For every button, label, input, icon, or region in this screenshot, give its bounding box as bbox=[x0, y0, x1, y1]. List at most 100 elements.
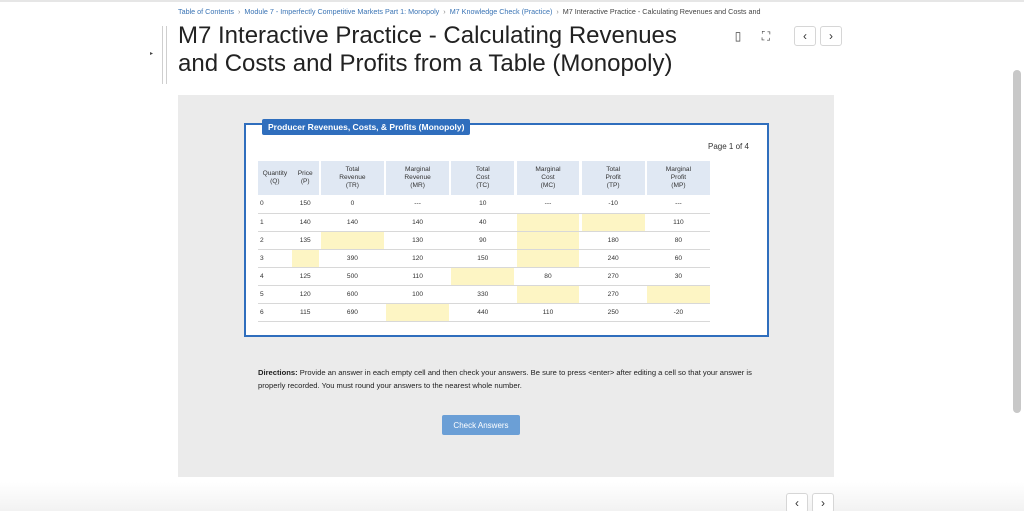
cell-total-revenue: 600 bbox=[320, 285, 384, 304]
breadcrumb-separator: › bbox=[556, 7, 559, 16]
cell-total-cost: 150 bbox=[451, 249, 515, 268]
breadcrumb-link-module-7[interactable]: Module 7 - Imperfectly Competitive Marke… bbox=[244, 7, 440, 16]
cell-total-revenue: 390 bbox=[320, 249, 384, 268]
table-body: 0 150 0 --- 10 --- -10 --- 1 140 140 140 40 110 2 135 13… bbox=[258, 195, 710, 322]
cell-marginal-cost: 80 bbox=[516, 267, 580, 286]
cell-total-revenue: 690 bbox=[320, 303, 384, 322]
breadcrumb: Table of Contents › Module 7 - Imperfectly… bbox=[178, 7, 838, 16]
cell-total-profit: 240 bbox=[581, 249, 645, 268]
cell-total-cost: 40 bbox=[451, 213, 515, 232]
page-scrollbar[interactable] bbox=[1013, 70, 1021, 413]
cell-marginal-cost: 110 bbox=[516, 303, 580, 322]
cell-marginal-revenue: 130 bbox=[386, 231, 450, 250]
table-row: 3 390 120 150 240 60 bbox=[258, 249, 710, 268]
input-cell-marginal-cost[interactable] bbox=[516, 231, 580, 250]
table-row: 6 115 690 440 110 250 -20 bbox=[258, 303, 710, 322]
breadcrumb-separator: › bbox=[237, 7, 241, 16]
cell-total-cost: 10 bbox=[451, 195, 515, 214]
cell-marginal-profit: -20 bbox=[646, 303, 710, 322]
bottom-next-button[interactable]: › bbox=[812, 493, 834, 511]
bookmark-icon[interactable]: ▯ bbox=[734, 29, 742, 43]
cell-quantity: 0 bbox=[258, 195, 292, 214]
column-header-quantity: Quantity (Q) bbox=[258, 161, 292, 195]
bottom-bar bbox=[0, 482, 1024, 511]
cell-price: 115 bbox=[291, 303, 319, 322]
cell-price: 120 bbox=[291, 285, 319, 304]
cell-marginal-revenue: 140 bbox=[386, 213, 450, 232]
table-row: 0 150 0 --- 10 --- -10 --- bbox=[258, 195, 710, 214]
input-cell-marginal-revenue[interactable] bbox=[386, 303, 450, 322]
page-title: M7 Interactive Practice - Calculating Re… bbox=[178, 22, 677, 77]
cell-total-profit: 180 bbox=[581, 231, 645, 250]
cell-price: 135 bbox=[291, 231, 319, 250]
column-header-total-profit: Total Profit (TP) bbox=[581, 161, 645, 195]
column-header-marginal-cost: Marginal Cost (MC) bbox=[516, 161, 580, 195]
cell-marginal-revenue: --- bbox=[386, 195, 450, 214]
breadcrumb-separator: › bbox=[443, 7, 446, 16]
topic-nav: ‹ › bbox=[794, 26, 842, 46]
column-header-price: Price (P) bbox=[291, 161, 319, 195]
breadcrumb-link-toc[interactable]: Table of Contents bbox=[178, 7, 234, 16]
table-row: 2 135 130 90 180 80 bbox=[258, 231, 710, 250]
cell-total-revenue: 0 bbox=[320, 195, 384, 214]
cell-marginal-profit: 110 bbox=[646, 213, 710, 232]
cell-price: 125 bbox=[291, 267, 319, 286]
monopoly-widget: Producer Revenues, Costs, & Profits (Mon… bbox=[244, 119, 769, 337]
cell-total-cost: 440 bbox=[451, 303, 515, 322]
input-cell-marginal-profit[interactable] bbox=[646, 285, 710, 304]
column-header-total-revenue: Total Revenue (TR) bbox=[320, 161, 384, 195]
sidebar-collapse-rail[interactable] bbox=[162, 26, 167, 84]
cell-total-cost: 330 bbox=[451, 285, 515, 304]
breadcrumb-current: M7 Interactive Practice - Calculating Re… bbox=[562, 7, 761, 16]
cell-marginal-revenue: 100 bbox=[386, 285, 450, 304]
cell-quantity: 3 bbox=[258, 249, 292, 268]
cell-quantity: 5 bbox=[258, 285, 292, 304]
cell-marginal-profit: 30 bbox=[646, 267, 710, 286]
previous-topic-button[interactable]: ‹ bbox=[794, 26, 816, 46]
bottom-topic-nav: ‹ › bbox=[786, 493, 834, 511]
input-cell-total-profit[interactable] bbox=[581, 213, 645, 232]
input-cell-marginal-cost[interactable] bbox=[516, 285, 580, 304]
cell-total-profit: -10 bbox=[581, 195, 645, 214]
breadcrumb-link-knowledge-check[interactable]: M7 Knowledge Check (Practice) bbox=[449, 7, 553, 16]
top-divider bbox=[0, 0, 1024, 2]
cell-marginal-profit: --- bbox=[646, 195, 710, 214]
revenue-cost-table: Quantity (Q) Price (P) Total Revenue (TR) Ma… bbox=[258, 161, 710, 322]
cell-total-cost: 90 bbox=[451, 231, 515, 250]
cell-marginal-profit: 60 bbox=[646, 249, 710, 268]
table-row: 5 120 600 100 330 270 bbox=[258, 285, 710, 304]
cell-quantity: 1 bbox=[258, 213, 292, 232]
table-header-row: Quantity (Q) Price (P) Total Revenue (TR) Ma… bbox=[258, 161, 710, 195]
title-toolbar: ▯ ⛶ ‹ › bbox=[728, 26, 842, 46]
fullscreen-icon[interactable]: ⛶ bbox=[761, 28, 771, 43]
content-panel: Producer Revenues, Costs, & Profits (Mon… bbox=[178, 95, 834, 477]
cell-marginal-profit: 80 bbox=[646, 231, 710, 250]
directions-body: Provide an answer in each empty cell and… bbox=[258, 368, 752, 390]
directions-text: Directions: Provide an answer in each em… bbox=[258, 366, 758, 392]
table-row: 4 125 500 110 80 270 30 bbox=[258, 267, 710, 286]
expand-sidebar-icon[interactable]: ▸ bbox=[150, 51, 154, 57]
column-header-marginal-revenue: Marginal Revenue (MR) bbox=[386, 161, 450, 195]
cell-marginal-revenue: 110 bbox=[386, 267, 450, 286]
column-header-marginal-profit: Marginal Profit (MP) bbox=[646, 161, 710, 195]
directions-label: Directions: bbox=[258, 368, 298, 377]
next-topic-button[interactable]: › bbox=[820, 26, 842, 46]
cell-total-revenue: 140 bbox=[320, 213, 384, 232]
cell-quantity: 4 bbox=[258, 267, 292, 286]
cell-quantity: 2 bbox=[258, 231, 292, 250]
widget-header: Producer Revenues, Costs, & Profits (Mon… bbox=[262, 119, 471, 135]
page-indicator: Page 1 of 4 bbox=[708, 142, 749, 151]
cell-price: 140 bbox=[291, 213, 319, 232]
input-cell-total-revenue[interactable] bbox=[320, 231, 384, 250]
input-cell-marginal-cost[interactable] bbox=[516, 213, 580, 232]
cell-quantity: 6 bbox=[258, 303, 292, 322]
cell-price: 150 bbox=[291, 195, 319, 214]
bottom-previous-button[interactable]: ‹ bbox=[786, 493, 808, 511]
input-cell-marginal-cost[interactable] bbox=[516, 249, 580, 268]
input-cell-total-cost[interactable] bbox=[451, 267, 515, 286]
cell-total-revenue: 500 bbox=[320, 267, 384, 286]
check-answers-button[interactable]: Check Answers bbox=[442, 415, 520, 435]
input-cell-price[interactable] bbox=[291, 249, 319, 268]
cell-total-profit: 250 bbox=[581, 303, 645, 322]
